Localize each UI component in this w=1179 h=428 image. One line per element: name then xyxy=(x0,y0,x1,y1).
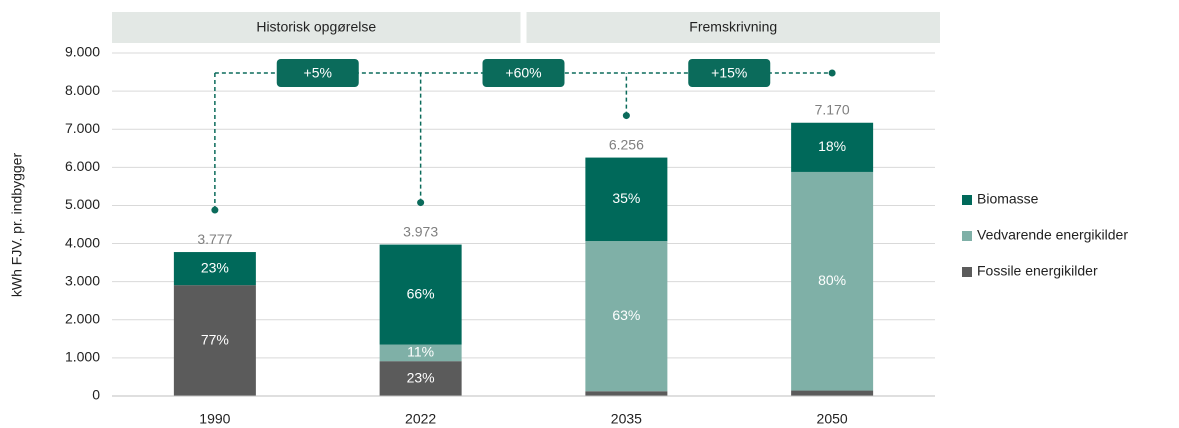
share-label: 80% xyxy=(818,272,846,288)
share-label: 23% xyxy=(201,259,229,275)
share-label: 11% xyxy=(407,344,434,360)
total-label: 3.973 xyxy=(403,223,438,239)
legend-label: Vedvarende energikilder xyxy=(977,227,1128,243)
period-label: Historisk opgørelse xyxy=(256,19,376,35)
period-label: Fremskrivning xyxy=(689,19,777,35)
growth-label: +60% xyxy=(505,65,541,81)
bar-segment xyxy=(585,391,668,396)
share-label: 23% xyxy=(407,369,435,385)
x-tick-label: 2050 xyxy=(817,411,848,427)
share-label: 63% xyxy=(612,307,640,323)
connector-dot xyxy=(211,206,219,214)
y-tick-label: 8.000 xyxy=(65,82,100,98)
total-label: 7.170 xyxy=(815,101,850,117)
connector-dot xyxy=(622,112,630,120)
bar-segment xyxy=(585,241,668,392)
x-tick-label: 2022 xyxy=(405,411,436,427)
y-tick-label: 9.000 xyxy=(65,44,100,60)
bar-segment xyxy=(173,285,256,396)
share-label: 77% xyxy=(201,331,229,347)
y-tick-label: 5.000 xyxy=(65,196,100,212)
total-label: 3.777 xyxy=(197,231,232,247)
x-tick-label: 1990 xyxy=(199,411,230,427)
bar-segment xyxy=(379,344,462,362)
y-tick-label: 1.000 xyxy=(65,349,100,365)
x-tick-label: 2035 xyxy=(611,411,642,427)
y-axis-title: kWh FJV. pr. indbygger xyxy=(9,153,25,298)
connector-dot xyxy=(828,69,836,77)
growth-box xyxy=(276,59,359,87)
y-tick-label: 0 xyxy=(92,387,100,403)
legend-swatch xyxy=(962,195,972,205)
bar-segment xyxy=(379,361,462,396)
legend-swatch xyxy=(962,267,972,277)
growth-box xyxy=(688,59,771,87)
bar-segment xyxy=(791,122,874,172)
connector-dot xyxy=(417,199,425,207)
legend-label: Fossile energikilder xyxy=(977,263,1098,279)
growth-label: +5% xyxy=(304,65,332,81)
y-tick-label: 3.000 xyxy=(65,272,100,288)
total-label: 6.256 xyxy=(609,136,644,152)
bar-segment xyxy=(585,157,668,242)
bar-segment xyxy=(173,252,256,286)
period-box xyxy=(112,12,521,43)
share-label: 35% xyxy=(612,190,640,206)
bar-segment xyxy=(791,171,874,391)
y-tick-label: 2.000 xyxy=(65,310,100,326)
period-box xyxy=(526,12,940,43)
growth-label: +15% xyxy=(711,65,747,81)
legend-swatch xyxy=(962,231,972,241)
bar-segment xyxy=(379,244,462,345)
legend-label: Biomasse xyxy=(977,191,1039,207)
y-tick-label: 7.000 xyxy=(65,120,100,136)
growth-box xyxy=(482,59,565,87)
share-label: 66% xyxy=(407,285,435,301)
y-tick-label: 4.000 xyxy=(65,234,100,250)
bar-segment xyxy=(791,390,874,396)
y-tick-label: 6.000 xyxy=(65,158,100,174)
share-label: 18% xyxy=(818,138,846,154)
